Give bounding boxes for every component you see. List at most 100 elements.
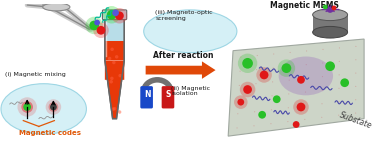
Ellipse shape: [355, 113, 356, 114]
Ellipse shape: [287, 121, 288, 122]
Ellipse shape: [240, 71, 241, 72]
Ellipse shape: [338, 88, 339, 89]
Ellipse shape: [258, 111, 266, 119]
Ellipse shape: [273, 67, 274, 68]
Ellipse shape: [273, 53, 274, 55]
Ellipse shape: [305, 105, 306, 106]
Ellipse shape: [355, 46, 356, 47]
Ellipse shape: [239, 85, 240, 86]
Ellipse shape: [321, 103, 322, 104]
Text: N: N: [145, 90, 151, 99]
Ellipse shape: [305, 78, 307, 79]
Ellipse shape: [340, 78, 349, 87]
Ellipse shape: [46, 99, 61, 115]
Ellipse shape: [313, 9, 348, 21]
Ellipse shape: [338, 101, 339, 102]
FancyBboxPatch shape: [140, 86, 153, 108]
Ellipse shape: [1, 84, 87, 134]
Ellipse shape: [306, 64, 307, 65]
Ellipse shape: [43, 3, 70, 11]
Ellipse shape: [144, 10, 237, 53]
Ellipse shape: [306, 50, 307, 52]
Ellipse shape: [260, 71, 268, 79]
Ellipse shape: [115, 55, 118, 59]
Ellipse shape: [110, 77, 114, 80]
Ellipse shape: [273, 95, 280, 103]
Ellipse shape: [112, 61, 116, 64]
Ellipse shape: [339, 61, 340, 62]
Ellipse shape: [112, 107, 115, 111]
Polygon shape: [105, 60, 124, 119]
Text: (ii) Magnetic
isolation: (ii) Magnetic isolation: [171, 86, 210, 96]
Ellipse shape: [304, 119, 305, 120]
Ellipse shape: [50, 104, 57, 110]
Ellipse shape: [322, 76, 323, 77]
Ellipse shape: [112, 8, 127, 24]
Ellipse shape: [89, 21, 99, 30]
Ellipse shape: [234, 95, 248, 109]
Ellipse shape: [254, 111, 255, 112]
Ellipse shape: [255, 97, 256, 98]
Text: Magnetic MEMS: Magnetic MEMS: [270, 1, 339, 10]
Ellipse shape: [97, 26, 105, 35]
Ellipse shape: [271, 95, 273, 96]
Ellipse shape: [332, 6, 336, 10]
Ellipse shape: [339, 74, 340, 75]
Ellipse shape: [290, 52, 291, 53]
Ellipse shape: [338, 115, 339, 116]
Ellipse shape: [238, 99, 239, 100]
Text: S: S: [165, 90, 170, 99]
Ellipse shape: [279, 57, 333, 95]
Ellipse shape: [48, 102, 58, 112]
Polygon shape: [313, 15, 348, 32]
Ellipse shape: [237, 127, 238, 128]
Ellipse shape: [110, 80, 113, 84]
Ellipse shape: [297, 103, 305, 111]
Ellipse shape: [237, 113, 239, 114]
Ellipse shape: [256, 69, 257, 70]
Ellipse shape: [323, 5, 328, 9]
Ellipse shape: [85, 17, 103, 34]
Ellipse shape: [23, 103, 31, 111]
Ellipse shape: [297, 76, 305, 84]
Text: Substate: Substate: [338, 110, 373, 130]
Ellipse shape: [93, 22, 109, 38]
Ellipse shape: [305, 92, 306, 93]
Ellipse shape: [240, 82, 256, 97]
Polygon shape: [105, 41, 124, 60]
Ellipse shape: [243, 85, 252, 94]
Ellipse shape: [242, 58, 253, 69]
Polygon shape: [228, 39, 364, 136]
Ellipse shape: [103, 6, 121, 24]
Ellipse shape: [240, 57, 242, 58]
Ellipse shape: [271, 109, 272, 110]
Ellipse shape: [313, 26, 348, 38]
Ellipse shape: [321, 117, 322, 118]
FancyArrow shape: [146, 61, 215, 79]
Ellipse shape: [322, 90, 323, 91]
Ellipse shape: [110, 48, 114, 51]
Ellipse shape: [237, 99, 244, 106]
Ellipse shape: [113, 107, 116, 110]
Ellipse shape: [256, 83, 257, 84]
Text: (iii) Magneto-optic
screening: (iii) Magneto-optic screening: [155, 10, 213, 21]
Ellipse shape: [118, 110, 121, 114]
Ellipse shape: [112, 9, 119, 16]
FancyBboxPatch shape: [162, 86, 174, 108]
Ellipse shape: [355, 73, 356, 74]
Ellipse shape: [115, 11, 124, 20]
Ellipse shape: [289, 66, 290, 67]
Ellipse shape: [253, 125, 254, 126]
Ellipse shape: [270, 123, 271, 124]
Ellipse shape: [108, 57, 112, 60]
Ellipse shape: [325, 61, 335, 71]
Ellipse shape: [326, 5, 334, 13]
Ellipse shape: [118, 74, 122, 77]
Text: Magnetic codes: Magnetic codes: [19, 130, 81, 136]
Ellipse shape: [94, 20, 100, 25]
Ellipse shape: [288, 107, 289, 108]
Ellipse shape: [272, 81, 273, 82]
Ellipse shape: [17, 97, 37, 117]
Ellipse shape: [322, 49, 324, 50]
Polygon shape: [105, 17, 124, 41]
